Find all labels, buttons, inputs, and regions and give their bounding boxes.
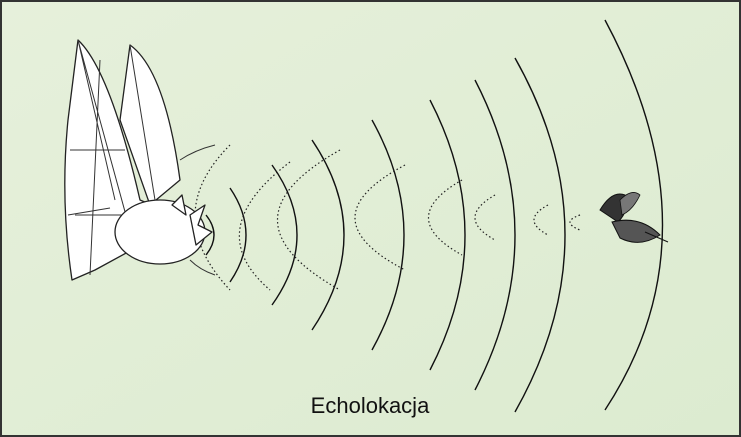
page: Echolokacja (() => { const data = JSON.p… bbox=[0, 0, 741, 437]
caption: Echolokacja bbox=[311, 393, 430, 418]
diagram: Echolokacja bbox=[0, 0, 741, 437]
